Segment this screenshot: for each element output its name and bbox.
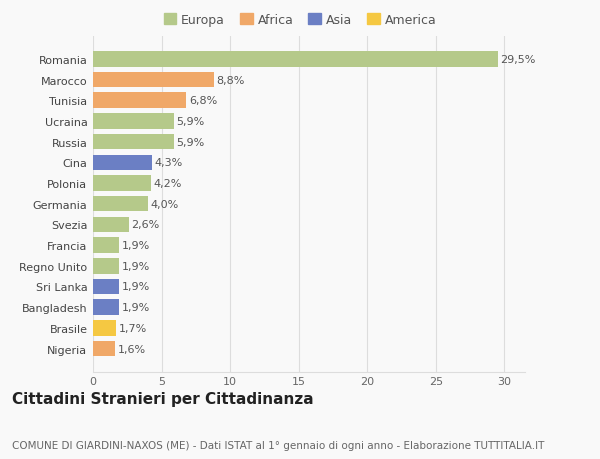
Bar xyxy=(93,238,119,253)
Bar xyxy=(93,341,115,357)
Text: 1,6%: 1,6% xyxy=(118,344,146,354)
Text: 6,8%: 6,8% xyxy=(189,96,217,106)
Text: 4,2%: 4,2% xyxy=(154,179,182,189)
Bar xyxy=(93,258,119,274)
Text: 2,6%: 2,6% xyxy=(131,220,160,230)
Bar xyxy=(93,320,116,336)
Text: 4,3%: 4,3% xyxy=(155,158,183,168)
Legend: Europa, Africa, Asia, America: Europa, Africa, Asia, America xyxy=(158,9,442,32)
Bar xyxy=(93,217,128,233)
Text: 1,9%: 1,9% xyxy=(122,302,150,313)
Text: 29,5%: 29,5% xyxy=(500,55,536,65)
Bar xyxy=(93,114,174,129)
Text: 1,9%: 1,9% xyxy=(122,261,150,271)
Bar xyxy=(93,73,214,88)
Bar xyxy=(93,279,119,295)
Text: 5,9%: 5,9% xyxy=(176,137,205,147)
Text: 1,7%: 1,7% xyxy=(119,323,148,333)
Bar xyxy=(93,93,186,109)
Text: 4,0%: 4,0% xyxy=(151,199,179,209)
Text: 1,9%: 1,9% xyxy=(122,282,150,292)
Bar xyxy=(93,134,174,150)
Bar xyxy=(93,196,148,212)
Bar xyxy=(93,176,151,191)
Bar xyxy=(93,300,119,315)
Text: 8,8%: 8,8% xyxy=(217,75,245,85)
Bar xyxy=(93,155,152,171)
Text: COMUNE DI GIARDINI-NAXOS (ME) - Dati ISTAT al 1° gennaio di ogni anno - Elaboraz: COMUNE DI GIARDINI-NAXOS (ME) - Dati IST… xyxy=(12,440,544,450)
Text: 5,9%: 5,9% xyxy=(176,117,205,127)
Bar xyxy=(93,52,497,67)
Text: Cittadini Stranieri per Cittadinanza: Cittadini Stranieri per Cittadinanza xyxy=(12,391,314,406)
Text: 1,9%: 1,9% xyxy=(122,241,150,251)
